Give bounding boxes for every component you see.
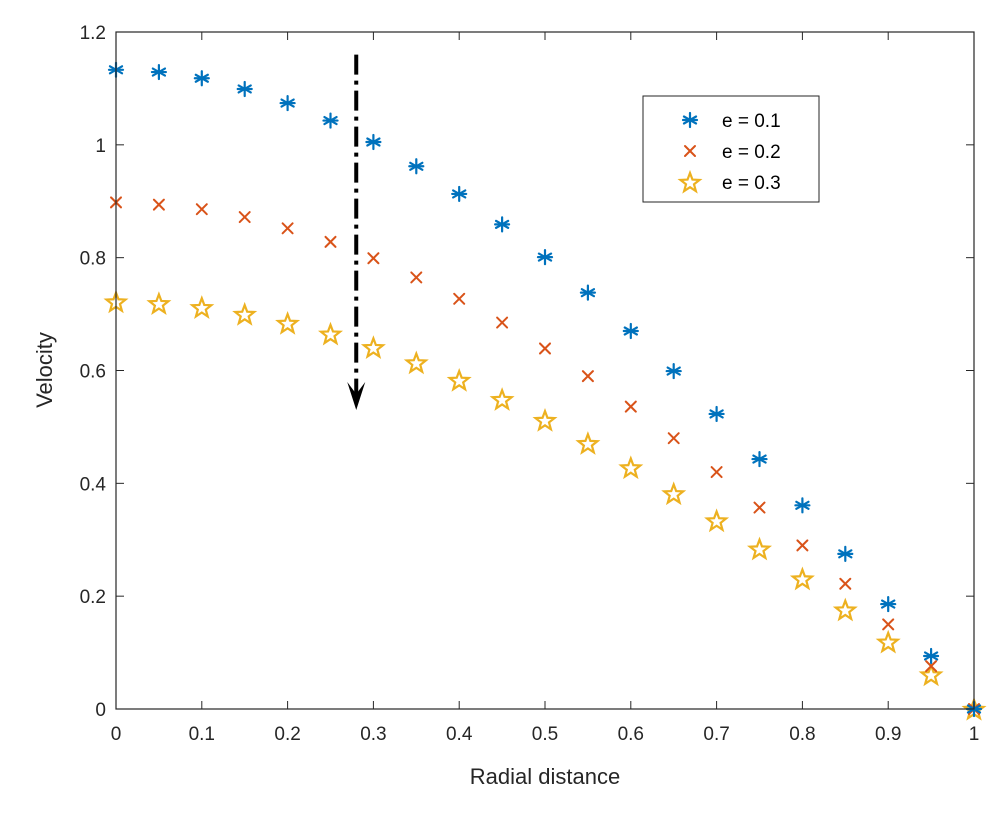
legend-marker	[684, 145, 696, 157]
x-axis: 0 0.1 0.2 0.3 0.4 0.5 0.6 0.7 0.8 0.9 1	[111, 32, 980, 745]
data-point	[408, 158, 425, 175]
data-point	[360, 335, 386, 360]
data-point	[575, 431, 601, 455]
data-point	[704, 508, 730, 533]
data-point	[496, 316, 509, 329]
data-point	[579, 284, 597, 301]
legend-box	[642, 95, 820, 203]
data-point	[618, 455, 644, 480]
x-tick-label: 0.8	[789, 724, 815, 745]
data-point	[451, 185, 468, 203]
plot-background	[116, 32, 974, 709]
y-tick-label: 0.2	[80, 587, 106, 608]
data-point	[146, 291, 172, 315]
x-tick-label: 0.7	[703, 724, 729, 745]
data-point	[365, 133, 382, 151]
x-tick-label: 0.4	[446, 724, 473, 745]
legend-entry: e = 0.2	[684, 142, 781, 163]
data-point	[922, 647, 940, 665]
legend: e = 0.1 e = 0.2 e = 0.3	[642, 95, 820, 203]
y-tick-label: 0	[95, 700, 106, 721]
data-point	[622, 322, 639, 340]
data-point	[796, 539, 809, 552]
data-point	[925, 660, 938, 673]
x-tick-label: 0.5	[532, 724, 558, 745]
data-point	[318, 321, 343, 346]
data-point	[152, 198, 165, 211]
x-tick-label: 0.3	[360, 724, 386, 745]
data-point	[708, 405, 725, 423]
direction-arrow	[347, 54, 366, 410]
x-axis-label: Radial distance	[470, 764, 620, 789]
data-point	[367, 252, 380, 265]
data-point	[403, 350, 429, 375]
arrow-head	[347, 381, 366, 410]
data-point	[837, 545, 854, 562]
data-point	[794, 497, 811, 514]
data-point	[494, 216, 511, 233]
y-tick-label: 1	[95, 136, 106, 157]
data-point	[875, 629, 901, 654]
data-point	[839, 577, 852, 590]
data-point	[238, 211, 251, 224]
legend-label: e = 0.2	[722, 142, 781, 163]
x-tick-label: 0.6	[618, 724, 644, 745]
legend-label: e = 0.1	[722, 111, 781, 132]
data-point	[281, 222, 294, 235]
x-tick-label: 0	[111, 724, 122, 745]
data-point	[581, 370, 594, 383]
data-point	[918, 662, 944, 687]
plot-frame	[115, 31, 975, 710]
data-point	[322, 112, 339, 129]
data-point	[751, 450, 768, 468]
legend-entry: e = 0.1	[681, 111, 781, 132]
series-e-0-1	[107, 61, 983, 718]
y-axis-label: Velocity	[32, 332, 57, 408]
data-point	[624, 400, 637, 413]
y-tick-label: 0.6	[80, 362, 106, 383]
data-point	[189, 295, 215, 319]
data-point	[195, 203, 208, 216]
x-tick-label: 0.2	[274, 724, 300, 745]
x-tick-label: 0.1	[189, 724, 215, 745]
data-point	[710, 466, 723, 479]
legend-entry: e = 0.3	[677, 169, 781, 194]
data-point	[489, 387, 515, 411]
data-point	[410, 271, 423, 284]
x-tick-label: 0.9	[875, 724, 901, 745]
legend-label: e = 0.3	[722, 173, 781, 194]
data-marks	[103, 61, 987, 721]
data-point	[279, 94, 296, 112]
data-point	[453, 292, 466, 305]
y-axis: 0 0.2 0.4 0.6 0.8 1 1.2	[80, 23, 974, 721]
data-point	[232, 301, 258, 326]
legend-marker	[677, 169, 703, 194]
data-point	[536, 249, 554, 266]
data-point	[789, 566, 815, 591]
data-point	[539, 342, 551, 355]
y-tick-label: 1.2	[80, 23, 106, 44]
data-point	[661, 481, 687, 506]
data-point	[882, 618, 895, 631]
y-tick-label: 0.4	[80, 474, 107, 495]
data-point	[446, 367, 472, 392]
data-point	[880, 595, 897, 613]
data-point	[193, 70, 210, 87]
data-point	[665, 362, 682, 380]
data-point	[324, 235, 337, 248]
x-tick-label: 1	[969, 724, 980, 745]
data-point	[532, 408, 558, 432]
data-point	[150, 63, 167, 81]
data-point	[832, 597, 858, 622]
data-point	[236, 80, 253, 98]
annotation-layer	[347, 54, 366, 410]
y-tick-label: 0.8	[80, 249, 106, 270]
data-point	[753, 501, 766, 514]
legend-marker	[681, 111, 699, 129]
data-point	[667, 432, 680, 445]
data-point	[746, 536, 773, 561]
series-e-0-3	[103, 289, 987, 721]
data-point	[275, 310, 301, 335]
